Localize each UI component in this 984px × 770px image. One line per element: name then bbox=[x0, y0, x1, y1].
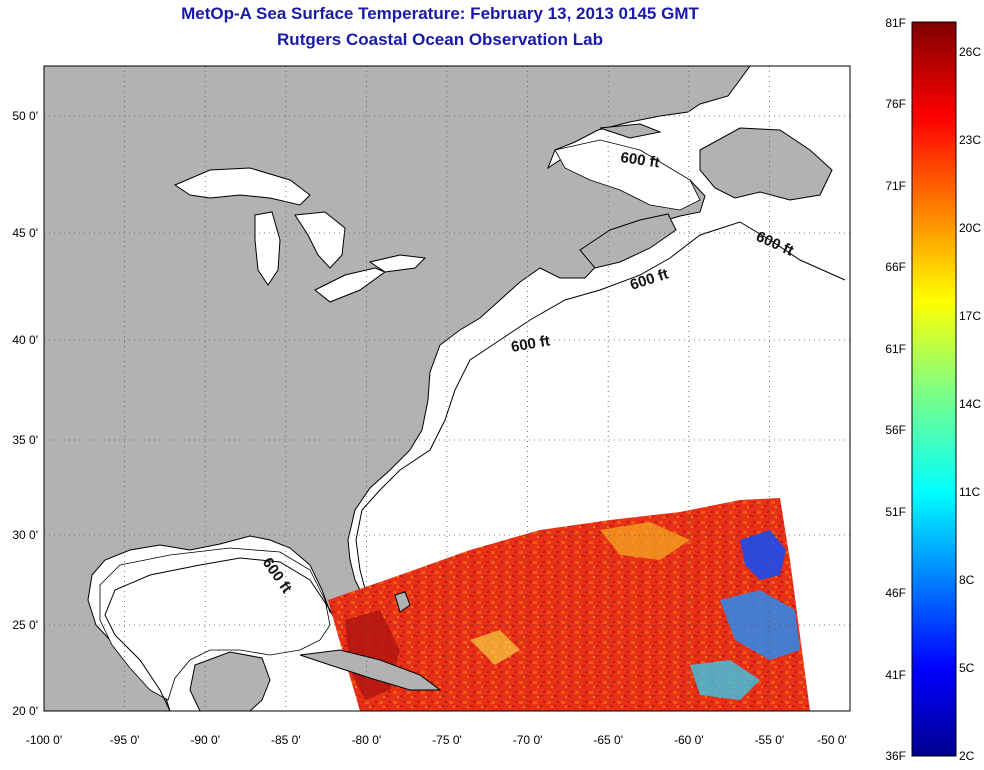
north-america-land bbox=[44, 66, 751, 711]
colorbar-c-labels: 26C 23C 20C 17C 14C 11C 8C 5C 2C bbox=[959, 45, 981, 763]
lon-tick-label: -100 0' bbox=[26, 733, 62, 747]
lon-tick-label: -90 0' bbox=[190, 733, 220, 747]
colorbar-f-label: 71F bbox=[885, 179, 906, 193]
colorbar-f-label: 46F bbox=[885, 586, 906, 600]
nova-scotia-land bbox=[579, 213, 677, 269]
anticosti-island bbox=[599, 123, 662, 139]
lat-tick-label: 40 0' bbox=[12, 333, 38, 347]
colorbar-c-label: 20C bbox=[959, 221, 981, 235]
depth-contour-600ft-gulf bbox=[104, 557, 341, 711]
lat-axis: 20 0' 25 0' 30 0' 35 0' 40 0' 45 0' 50 0… bbox=[12, 109, 38, 718]
lake-michigan bbox=[254, 211, 281, 286]
yucatan-land bbox=[189, 651, 271, 711]
sst-warm-patch bbox=[470, 630, 520, 665]
gulf-of-mexico bbox=[99, 547, 331, 701]
lon-tick-label: -65 0' bbox=[593, 733, 623, 747]
sst-cool-patch bbox=[690, 660, 760, 700]
colorbar-c-label: 26C bbox=[959, 45, 981, 59]
lat-tick-label: 30 0' bbox=[12, 528, 38, 542]
lake-ontario bbox=[368, 254, 427, 273]
colorbar-f-label: 56F bbox=[885, 423, 906, 437]
contour-label: 600 ft bbox=[510, 332, 552, 356]
lat-tick-label: 20 0' bbox=[12, 704, 38, 718]
gulf-of-st-lawrence bbox=[554, 139, 701, 211]
colorbar-f-label: 36F bbox=[885, 749, 906, 763]
chart-title: MetOp-A Sea Surface Temperature: Februar… bbox=[181, 4, 699, 23]
colorbar-c-label: 14C bbox=[959, 397, 981, 411]
colorbar-f-labels: 81F 76F 71F 66F 61F 56F 51F 46F 41F 36F bbox=[885, 16, 906, 763]
lon-tick-label: -75 0' bbox=[432, 733, 462, 747]
lon-tick-label: -55 0' bbox=[755, 733, 785, 747]
contour-label: 600 ft bbox=[619, 149, 660, 171]
lon-tick-label: -85 0' bbox=[271, 733, 301, 747]
lat-tick-label: 25 0' bbox=[12, 618, 38, 632]
colorbar-f-label: 81F bbox=[885, 16, 906, 30]
colorbar-c-label: 2C bbox=[959, 749, 975, 763]
colorbar-f-label: 66F bbox=[885, 260, 906, 274]
colorbar-f-label: 41F bbox=[885, 668, 906, 682]
lon-tick-label: -60 0' bbox=[674, 733, 704, 747]
lon-axis: -100 0' -95 0' -90 0' -85 0' -80 0' -75 … bbox=[26, 733, 847, 747]
newfoundland-land bbox=[699, 127, 833, 201]
bahamas-land bbox=[394, 591, 411, 613]
lon-tick-label: -70 0' bbox=[513, 733, 543, 747]
colorbar-c-label: 23C bbox=[959, 133, 981, 147]
lat-tick-label: 50 0' bbox=[12, 109, 38, 123]
colorbar-c-label: 11C bbox=[959, 485, 980, 499]
colorbar-f-label: 61F bbox=[885, 342, 906, 356]
colorbar-c-label: 5C bbox=[959, 661, 975, 675]
lat-tick-label: 45 0' bbox=[12, 226, 38, 240]
sst-swath bbox=[328, 498, 810, 711]
colorbar-c-label: 8C bbox=[959, 573, 975, 587]
sst-cool-patch bbox=[740, 530, 786, 580]
color-scale-bar bbox=[911, 21, 957, 757]
colorbar-f-label: 51F bbox=[885, 505, 906, 519]
lon-tick-label: -80 0' bbox=[352, 733, 382, 747]
lake-huron bbox=[294, 211, 346, 269]
lon-tick-label: -50 0' bbox=[817, 733, 847, 747]
chart-subtitle: Rutgers Coastal Ocean Observation Lab bbox=[277, 30, 603, 49]
cuba-land bbox=[299, 649, 442, 691]
sst-warm-patch bbox=[600, 522, 690, 560]
map-frame bbox=[43, 65, 851, 712]
colorbar-c-label: 17C bbox=[959, 309, 981, 323]
lat-tick-label: 35 0' bbox=[12, 433, 38, 447]
lake-superior bbox=[173, 167, 311, 206]
lon-tick-label: -95 0' bbox=[110, 733, 140, 747]
colorbar-f-label: 76F bbox=[885, 97, 906, 111]
